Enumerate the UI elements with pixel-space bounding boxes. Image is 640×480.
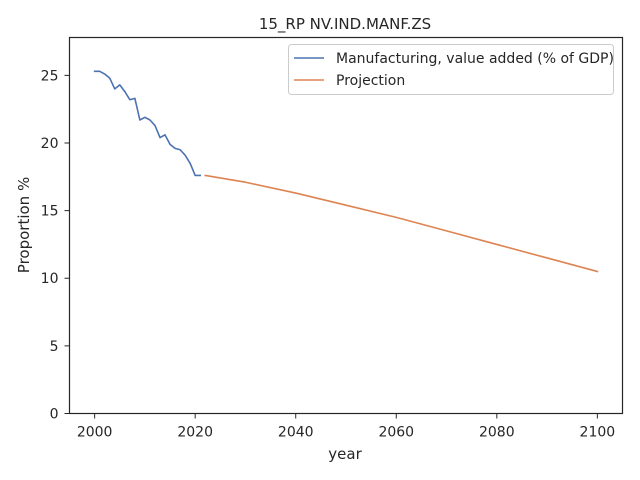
y-tick-label: 15 <box>41 204 59 220</box>
x-tick-label: 2080 <box>479 425 515 441</box>
x-tick-label: 2060 <box>378 425 414 441</box>
y-axis: 0 5 10 15 20 25 <box>41 68 70 423</box>
series-line-0 <box>93 70 202 177</box>
plot-frame <box>68 36 624 415</box>
legend: Manufacturing, value added (% of GDP) Pr… <box>288 44 614 95</box>
y-tick-label: 20 <box>41 136 59 152</box>
y-tick-label: 25 <box>41 68 59 84</box>
x-tick-label: 2040 <box>278 425 314 441</box>
x-tick-label: 2020 <box>177 425 213 441</box>
x-axis: 2000 2020 2040 2060 2080 2100 <box>77 413 616 441</box>
y-tick-label: 10 <box>41 271 59 287</box>
legend-box <box>288 44 614 95</box>
plot-lines <box>93 70 599 273</box>
x-tick-label: 2000 <box>77 425 113 441</box>
legend-label-manufacturing: Manufacturing, value added (% of GDP) <box>336 51 614 67</box>
y-axis-label: Proportion % <box>15 177 33 273</box>
x-tick-label: 2100 <box>580 425 616 441</box>
x-axis-label: year <box>328 445 362 463</box>
legend-label-projection: Projection <box>336 73 405 89</box>
chart-title: 15_RP NV.IND.MANF.ZS <box>259 15 431 34</box>
y-tick-label: 5 <box>50 339 59 355</box>
series-line-1 <box>204 174 599 273</box>
y-tick-label: 0 <box>50 407 59 423</box>
